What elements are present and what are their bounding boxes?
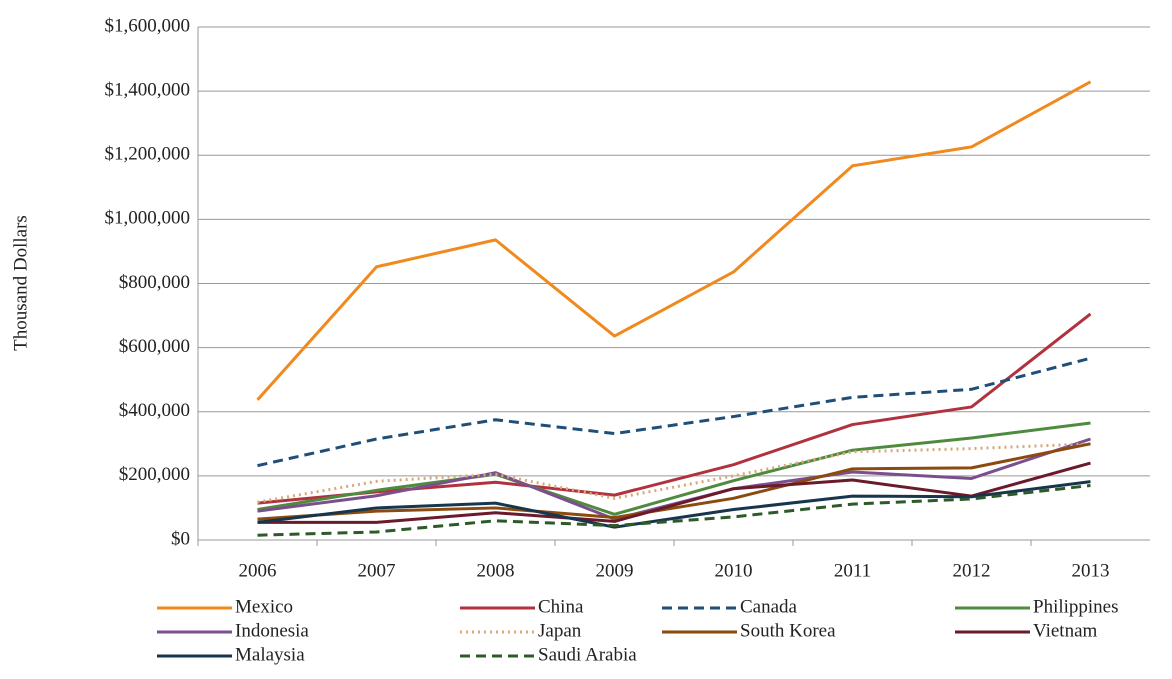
x-tick-label: 2010 — [715, 560, 753, 581]
x-tick-label: 2008 — [477, 560, 515, 581]
series-line — [257, 421, 1091, 516]
series-line — [257, 356, 1091, 468]
x-tick-label: 2007 — [358, 560, 396, 581]
legend-label: Vietnam — [1033, 620, 1098, 641]
legend-label: Japan — [538, 620, 582, 641]
x-tick-label: 2009 — [596, 560, 634, 581]
y-tick-label: $800,000 — [119, 272, 190, 293]
legend-label: Saudi Arabia — [538, 644, 637, 665]
legend-label: South Korea — [740, 620, 836, 641]
x-tick-label: 2012 — [953, 560, 991, 581]
y-tick-label: $1,600,000 — [105, 15, 191, 36]
y-tick-label: $200,000 — [119, 464, 190, 485]
x-tick-label: 2011 — [834, 560, 871, 581]
y-tick-label: $400,000 — [119, 400, 190, 421]
legend-label: China — [538, 596, 584, 617]
y-tick-label: $1,000,000 — [105, 208, 191, 229]
series-line — [257, 442, 1091, 521]
y-tick-label: $0 — [171, 528, 190, 549]
legend-label: Canada — [740, 596, 798, 617]
y-tick-label: $1,200,000 — [105, 144, 191, 165]
series-line — [257, 484, 1091, 537]
series-line — [257, 312, 1092, 505]
series-line — [256, 80, 1092, 401]
series-line — [257, 461, 1091, 524]
x-tick-label: 2013 — [1072, 560, 1110, 581]
x-tick-label: 2006 — [239, 560, 277, 581]
y-axis-label: Thousand Dollars — [10, 215, 31, 351]
series-line — [257, 442, 1091, 504]
legend-label: Mexico — [235, 596, 293, 617]
y-tick-label: $600,000 — [119, 336, 190, 357]
series-line — [257, 480, 1091, 529]
legend-label: Malaysia — [235, 644, 305, 665]
legend-label: Indonesia — [235, 620, 309, 641]
y-tick-label: $1,400,000 — [105, 79, 191, 100]
legend-label: Philippines — [1033, 596, 1119, 617]
